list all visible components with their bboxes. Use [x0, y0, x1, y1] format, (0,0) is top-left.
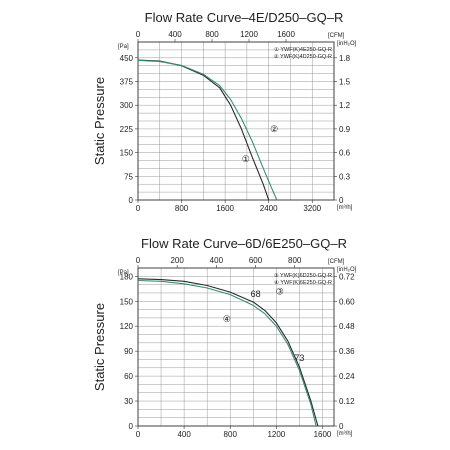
x-top-tick-label: 800 [205, 30, 219, 39]
x-bottom-tick-label: 1200 [267, 430, 285, 439]
chart-title: Flow Rate Curve–6D/6E250–GQ–R [141, 236, 347, 251]
y-left-tick-label: 180 [120, 272, 134, 281]
x-bottom-tick-label: 0 [136, 430, 141, 439]
x-top-tick-label: 400 [210, 256, 224, 265]
y-right-tick-label: 0.12 [339, 397, 355, 406]
y-left-tick-label: 90 [124, 347, 133, 356]
y-right-tick-label: 1.5 [339, 78, 351, 87]
y-right-tick-label: 0 [339, 422, 344, 431]
annotation-label: ② [270, 124, 278, 134]
y-right-tick-label: 0.60 [339, 297, 355, 306]
y-left-tick-label: 150 [120, 297, 134, 306]
x-top-tick-label: 400 [168, 30, 182, 39]
y-right-tick-label: 0.3 [339, 172, 351, 181]
y-right-tick-label: 0.6 [339, 149, 351, 158]
x-bottom-tick-label: 2400 [260, 204, 278, 213]
y-right-tick-label: 1.8 [339, 54, 351, 63]
y-axis-label: Static Pressure [92, 77, 107, 165]
x-bottom-tick-label: 3200 [303, 204, 321, 213]
x-bottom-unit: [m³/h] [337, 205, 353, 211]
y-right-tick-label: 0.24 [339, 372, 355, 381]
y-right-tick-label: 0.9 [339, 125, 351, 134]
annotation-label: ④ [223, 314, 231, 324]
series-line-2 [137, 59, 278, 201]
y-left-tick-label: 30 [124, 397, 133, 406]
x-top-tick-label: 0 [136, 256, 141, 265]
x-bottom-tick-label: 800 [175, 204, 189, 213]
x-bottom-unit: [m³/h] [337, 431, 353, 437]
y-right-unit: [inH₂O] [337, 41, 357, 47]
legend-entry: ② YWF(K)4D250-GQ-R [274, 53, 332, 60]
y-right-unit: [inH₂O] [337, 267, 357, 273]
series-line-2 [137, 279, 317, 427]
y-right-tick-label: 0.36 [339, 347, 355, 356]
annotation-label: 68 [251, 289, 261, 299]
y-right-tick-label: 0.72 [339, 272, 355, 281]
x-bottom-tick-label: 800 [224, 430, 238, 439]
y-axis-label: Static Pressure [92, 303, 107, 391]
series-line-1 [137, 278, 319, 427]
x-top-tick-label: 0 [136, 30, 141, 39]
chart-title: Flow Rate Curve–4E/D250–GQ–R [145, 10, 344, 25]
annotation-label: ③ [276, 287, 284, 297]
y-left-tick-label: 75 [124, 172, 133, 181]
x-top-tick-label: 600 [249, 256, 263, 265]
legend-entry: ③ YWF(K)6D250-GQ-R [274, 272, 332, 279]
y-left-tick-label: 375 [120, 78, 134, 87]
chart-4e-d250: Flow Rate Curve–4E/D250–GQ–R 0 800 1600 2400… [92, 10, 357, 213]
y-left-tick-label: 450 [120, 54, 134, 63]
x-top-tick-label: 1200 [240, 30, 258, 39]
y-left-tick-label: 150 [120, 149, 134, 158]
y-right-tick-label: 0.48 [339, 322, 355, 331]
annotation-label: 73 [294, 353, 304, 363]
y-left-unit: [Pa] [118, 270, 129, 276]
y-left-tick-label: 60 [124, 372, 133, 381]
x-top-tick-label: 200 [170, 256, 184, 265]
y-left-tick-label: 225 [120, 125, 134, 134]
y-right-tick-label: 0 [339, 196, 344, 205]
y-left-tick-label: 0 [129, 422, 134, 431]
plot-frame [137, 267, 335, 427]
x-top-tick-label: 800 [288, 256, 302, 265]
plot-frame [137, 41, 335, 201]
x-bottom-tick-label: 0 [136, 204, 141, 213]
x-bottom-tick-label: 1600 [314, 430, 332, 439]
legend-entry: ④ YWF(K)6E250-GQ-R [274, 279, 332, 286]
y-left-unit: [Pa] [118, 44, 129, 50]
legend-entry: ① YWF(K)4E250-GQ-R [274, 46, 332, 53]
x-top-unit: [CFM] [328, 259, 345, 265]
chart-6d-6e250: Flow Rate Curve–6D/6E250–GQ–R0 400 800 1200… [92, 236, 357, 439]
y-right-tick-label: 1.2 [339, 101, 351, 110]
x-top-tick-label: 1600 [277, 30, 295, 39]
x-top-unit: [CFM] [328, 33, 345, 39]
y-left-tick-label: 0 [129, 196, 134, 205]
y-left-tick-label: 300 [120, 101, 134, 110]
x-bottom-tick-label: 400 [177, 430, 191, 439]
y-left-tick-label: 120 [120, 322, 134, 331]
x-bottom-tick-label: 1600 [216, 204, 234, 213]
annotation-label: ① [242, 154, 250, 164]
